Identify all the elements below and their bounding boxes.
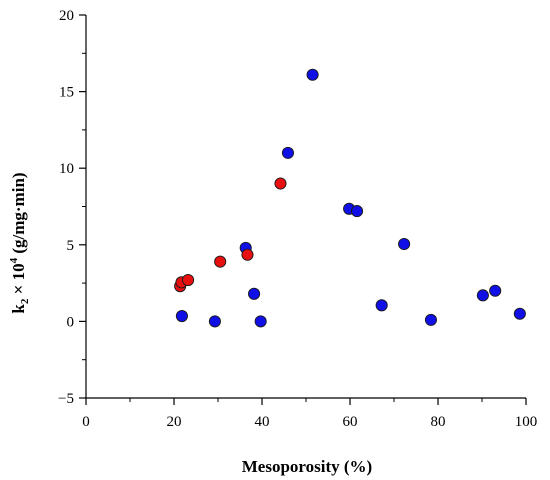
data-point-blue <box>476 289 489 302</box>
data-point-red <box>241 248 254 261</box>
data-point-blue <box>375 299 388 312</box>
data-point-blue <box>281 146 295 159</box>
data-point-red <box>274 177 287 190</box>
y-axis-title-superscript: 4 <box>8 257 20 263</box>
y-tick-label: 20 <box>59 8 74 24</box>
data-point-blue <box>208 315 221 328</box>
data-point-blue <box>489 284 502 297</box>
data-point-blue <box>398 237 411 251</box>
data-points <box>174 68 526 328</box>
x-tick-label: 80 <box>431 414 446 430</box>
y-axis-title: k2 × 104 (g/mg·min) <box>8 172 31 313</box>
y-axis-title-multiplier: × 10 <box>9 263 28 298</box>
x-axis-title: Mesoporosity (%) <box>242 457 372 476</box>
data-point-blue <box>424 313 438 326</box>
data-point-blue <box>306 68 319 81</box>
y-tick-label: 0 <box>67 314 75 330</box>
data-point-blue <box>254 315 267 328</box>
x-tick-label: 0 <box>82 414 90 430</box>
ticks: 0 20 40 60 80 100 −5 0 5 10 15 20 <box>58 8 537 430</box>
x-tick-label: 100 <box>515 414 538 430</box>
x-tick-label: 60 <box>343 414 358 430</box>
data-point-blue <box>248 287 261 300</box>
x-tick-label: 20 <box>167 414 182 430</box>
y-axis-title-units: (g/mg·min) <box>9 172 28 257</box>
y-tick-label: 10 <box>59 161 74 177</box>
y-tick-label: 5 <box>67 238 75 254</box>
data-point-red <box>182 273 195 287</box>
data-point-red <box>214 255 227 268</box>
y-axis-title-subscript: 2 <box>19 298 31 304</box>
y-axis-title-k: k <box>9 304 28 314</box>
y-tick-label: 15 <box>59 85 74 101</box>
data-point-blue <box>175 309 188 323</box>
data-point-blue <box>350 205 364 218</box>
x-tick-label: 40 <box>255 414 270 430</box>
y-tick-label: −5 <box>58 391 74 407</box>
data-point-blue <box>513 307 526 320</box>
axes <box>85 15 526 399</box>
